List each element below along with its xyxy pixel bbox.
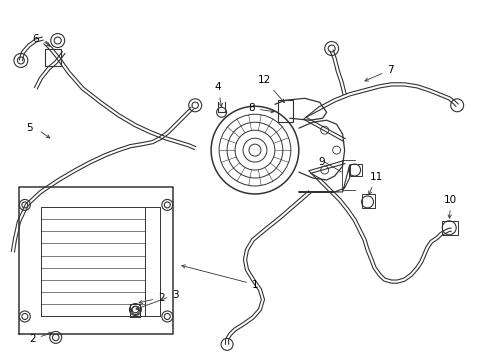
Text: 11: 11 (368, 172, 382, 194)
Text: 3: 3 (136, 289, 179, 310)
Text: 6: 6 (32, 33, 39, 44)
Text: 4: 4 (214, 82, 222, 107)
Text: 1: 1 (182, 265, 258, 289)
Text: 10: 10 (443, 195, 456, 218)
Text: 2: 2 (29, 332, 52, 345)
Text: 5: 5 (26, 123, 33, 133)
Text: 9: 9 (317, 157, 324, 167)
Text: 7: 7 (386, 66, 393, 76)
Text: 8: 8 (248, 103, 274, 113)
Text: 2: 2 (139, 293, 164, 303)
Text: 12: 12 (258, 75, 284, 103)
